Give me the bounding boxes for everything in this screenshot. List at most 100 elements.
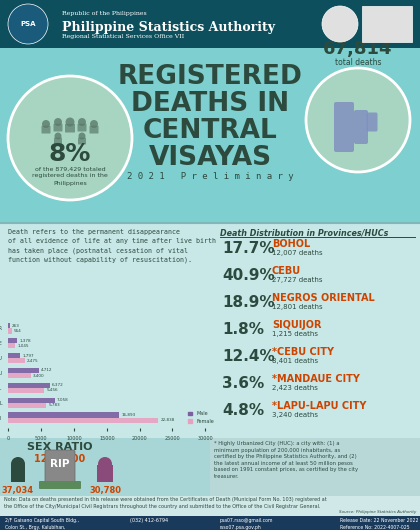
Bar	[8, 353, 20, 358]
Text: 16,893: 16,893	[121, 413, 136, 417]
FancyBboxPatch shape	[367, 112, 378, 131]
Text: Death Distribution in Provinces/HUCs: Death Distribution in Provinces/HUCs	[220, 229, 388, 238]
Circle shape	[42, 120, 50, 128]
Text: 17.7%: 17.7%	[222, 241, 275, 256]
Bar	[8, 329, 12, 333]
FancyBboxPatch shape	[54, 138, 62, 145]
Circle shape	[79, 132, 86, 139]
Text: 3.6%: 3.6%	[222, 376, 264, 391]
FancyBboxPatch shape	[0, 223, 420, 438]
Text: 18.9%: 18.9%	[222, 295, 275, 310]
FancyBboxPatch shape	[78, 123, 87, 131]
Text: Source: Philippine Statistics Authority: Source: Philippine Statistics Authority	[339, 510, 416, 514]
FancyBboxPatch shape	[39, 481, 81, 489]
Text: RIP: RIP	[50, 459, 70, 469]
Circle shape	[55, 132, 61, 139]
Text: Note: Data on deaths presented in this release were obtained from the Certificat: Note: Data on deaths presented in this r…	[4, 497, 327, 509]
Circle shape	[11, 457, 25, 471]
Text: (032) 412-6794: (032) 412-6794	[130, 518, 168, 523]
Text: 5,456: 5,456	[46, 388, 58, 393]
Text: 2,423 deaths: 2,423 deaths	[272, 385, 318, 391]
Text: PSA: PSA	[20, 21, 36, 27]
Circle shape	[8, 76, 132, 200]
Text: 263: 263	[12, 324, 20, 328]
Text: Philippine Statistics Authority: Philippine Statistics Authority	[62, 21, 275, 34]
Text: * Highly Urbanized City (HUC): a city with: (1) a
minimum population of 200,000 : * Highly Urbanized City (HUC): a city wi…	[214, 441, 358, 479]
Text: 1,045: 1,045	[17, 344, 29, 348]
Text: 1,378: 1,378	[19, 339, 31, 343]
Circle shape	[78, 118, 86, 126]
Text: 12,801 deaths: 12,801 deaths	[272, 304, 323, 310]
FancyBboxPatch shape	[45, 450, 75, 488]
Text: 120 : 100: 120 : 100	[34, 454, 86, 464]
FancyBboxPatch shape	[65, 124, 75, 132]
Text: 2/F Gaisano Capital South Bldg.,
Colon St., Brgy. Kalubihan,
6000 Cebu City: 2/F Gaisano Capital South Bldg., Colon S…	[5, 518, 79, 530]
Text: Release Date: 22 November 2022
Reference No: 2022-4007-025: Release Date: 22 November 2022 Reference…	[340, 518, 418, 529]
Text: NEGROS ORIENTAL: NEGROS ORIENTAL	[272, 293, 375, 303]
Circle shape	[66, 118, 74, 127]
FancyBboxPatch shape	[210, 438, 420, 496]
Bar	[8, 403, 46, 408]
Text: 37,034: 37,034	[2, 487, 34, 496]
FancyBboxPatch shape	[334, 102, 354, 152]
Text: VISAYAS: VISAYAS	[148, 145, 272, 171]
FancyBboxPatch shape	[0, 496, 420, 516]
Text: 67,814: 67,814	[323, 40, 393, 58]
Text: SIQUIJOR: SIQUIJOR	[272, 320, 321, 330]
FancyBboxPatch shape	[0, 0, 420, 48]
Legend: Male, Female: Male, Female	[186, 409, 216, 426]
Circle shape	[54, 118, 62, 126]
Text: 2,475: 2,475	[26, 359, 38, 363]
FancyBboxPatch shape	[42, 126, 50, 134]
Text: 8%: 8%	[49, 142, 91, 166]
Text: 2 0 2 1   P r e l i m i n a r y: 2 0 2 1 P r e l i m i n a r y	[127, 172, 293, 181]
Circle shape	[322, 6, 358, 42]
Text: of the 879,429 totaled
registered deaths in the
Philippines: of the 879,429 totaled registered deaths…	[32, 166, 108, 185]
FancyBboxPatch shape	[97, 465, 113, 482]
FancyBboxPatch shape	[0, 438, 210, 496]
Bar	[8, 358, 25, 364]
Bar	[8, 412, 119, 418]
FancyBboxPatch shape	[362, 6, 412, 42]
Bar	[8, 343, 15, 348]
Text: REGISTERED: REGISTERED	[118, 64, 302, 90]
Text: Republic of the Philippines: Republic of the Philippines	[62, 11, 147, 16]
Text: DEATHS IN: DEATHS IN	[131, 91, 289, 117]
Text: 5,783: 5,783	[48, 403, 60, 408]
Bar	[8, 383, 50, 388]
Text: 4,712: 4,712	[41, 368, 53, 373]
FancyBboxPatch shape	[0, 516, 420, 530]
Bar	[8, 388, 44, 393]
Text: total deaths: total deaths	[335, 58, 381, 67]
Circle shape	[306, 68, 410, 172]
Text: 6,372: 6,372	[52, 383, 64, 387]
Text: 7,058: 7,058	[57, 398, 68, 402]
Text: 3,240 deaths: 3,240 deaths	[272, 412, 318, 418]
Text: SEX RATIO: SEX RATIO	[27, 442, 93, 452]
Text: 3,400: 3,400	[33, 374, 44, 377]
Bar	[8, 398, 55, 403]
Text: 22,838: 22,838	[160, 418, 175, 422]
FancyBboxPatch shape	[11, 465, 25, 482]
FancyBboxPatch shape	[0, 48, 420, 223]
Text: 4.8%: 4.8%	[222, 403, 264, 418]
Text: 12,007 deaths: 12,007 deaths	[272, 250, 323, 256]
Bar	[8, 338, 18, 343]
Text: psa07.rsso@gmail.com
rsso07.psa.gov.ph: psa07.rsso@gmail.com rsso07.psa.gov.ph	[220, 518, 273, 529]
FancyBboxPatch shape	[53, 123, 63, 131]
Text: 40.9%: 40.9%	[222, 268, 275, 283]
Text: *CEBU CITY: *CEBU CITY	[272, 347, 334, 357]
Text: BOHOL: BOHOL	[272, 239, 310, 249]
Text: 1,215 deaths: 1,215 deaths	[272, 331, 318, 337]
Text: CEBU: CEBU	[272, 266, 301, 276]
Bar	[8, 368, 39, 373]
FancyBboxPatch shape	[89, 126, 99, 134]
Text: Death refers to the permanent disappearance
of all evidence of life at any time : Death refers to the permanent disappeara…	[8, 229, 216, 263]
Text: 27,727 deaths: 27,727 deaths	[272, 277, 323, 283]
Circle shape	[98, 457, 112, 471]
Circle shape	[8, 4, 48, 44]
Text: *MANDAUE CITY: *MANDAUE CITY	[272, 374, 360, 384]
Text: CENTRAL: CENTRAL	[143, 118, 277, 144]
FancyBboxPatch shape	[78, 138, 86, 145]
Text: 12.4%: 12.4%	[222, 349, 275, 364]
